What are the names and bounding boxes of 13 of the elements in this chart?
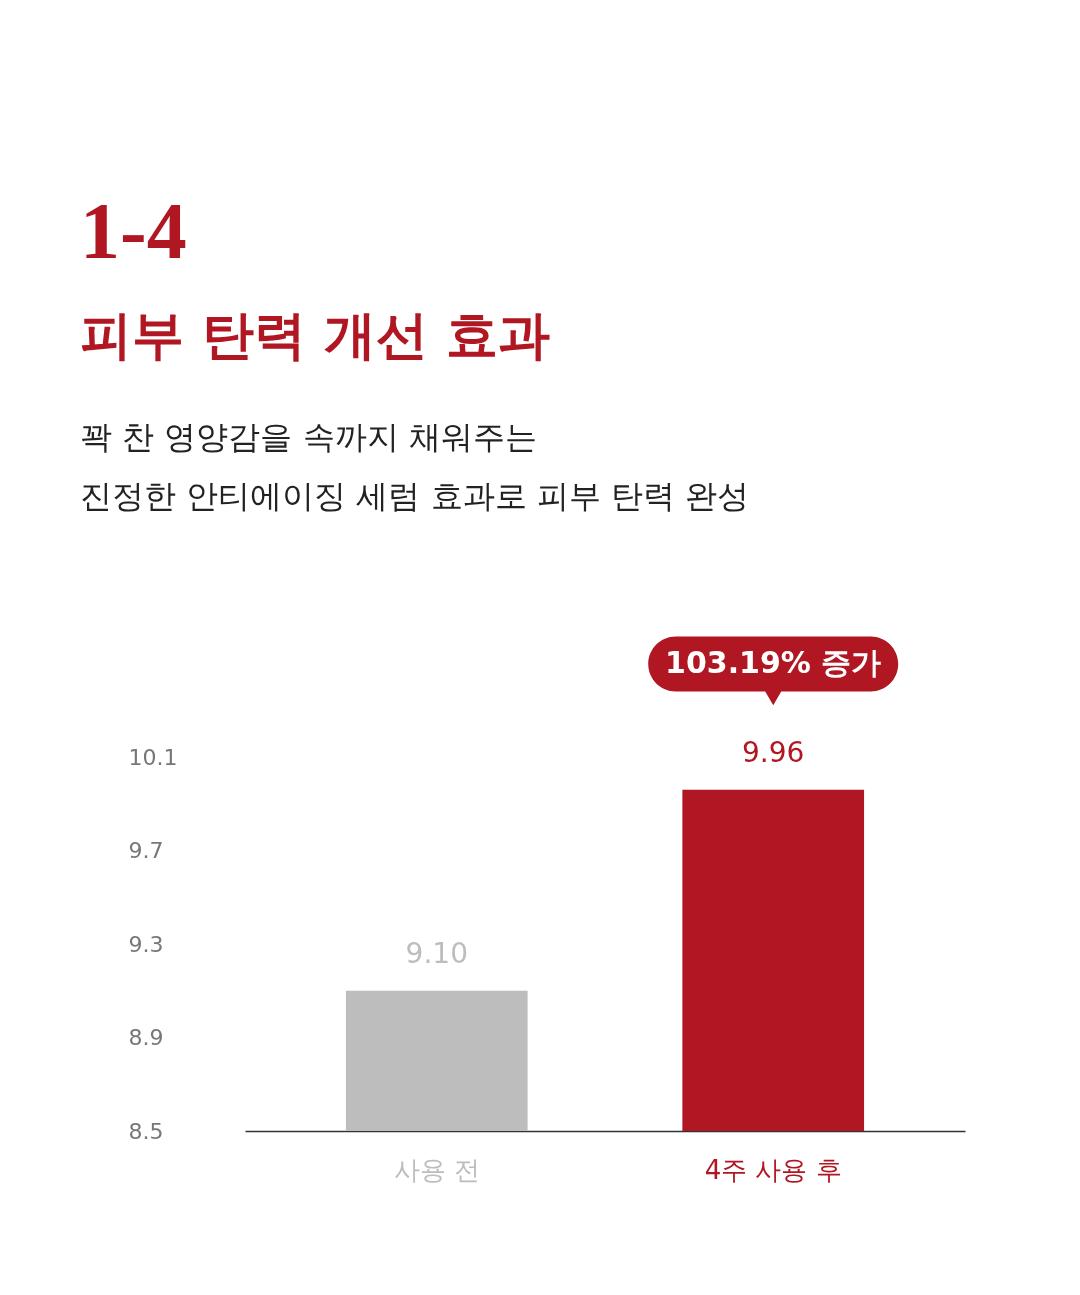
y-tick-label: 10.1: [128, 744, 178, 770]
chart-subtitle: 꽉 찬 영양감을 속까지 채워주는 진정한 안티에이징 세럼 효과로 피부 탄력 완성: [80, 418, 750, 515]
y-tick-label: 9.3: [128, 931, 164, 957]
data-label: 9.96: [742, 735, 805, 769]
chart-title: 피부 탄력 개선 효과: [80, 305, 551, 365]
y-tick-label: 8.5: [128, 1118, 164, 1144]
x-tick-label: 사용 전: [393, 1154, 480, 1185]
y-tick-label: 9.7: [128, 838, 164, 863]
x-tick-label: 4주 사용 후: [704, 1154, 842, 1185]
text: 1-4: [80, 187, 187, 275]
y-tick-label: 8.9: [128, 1025, 164, 1050]
text: 103.19% 증가: [665, 645, 882, 680]
data-label: 9.10: [405, 936, 468, 970]
